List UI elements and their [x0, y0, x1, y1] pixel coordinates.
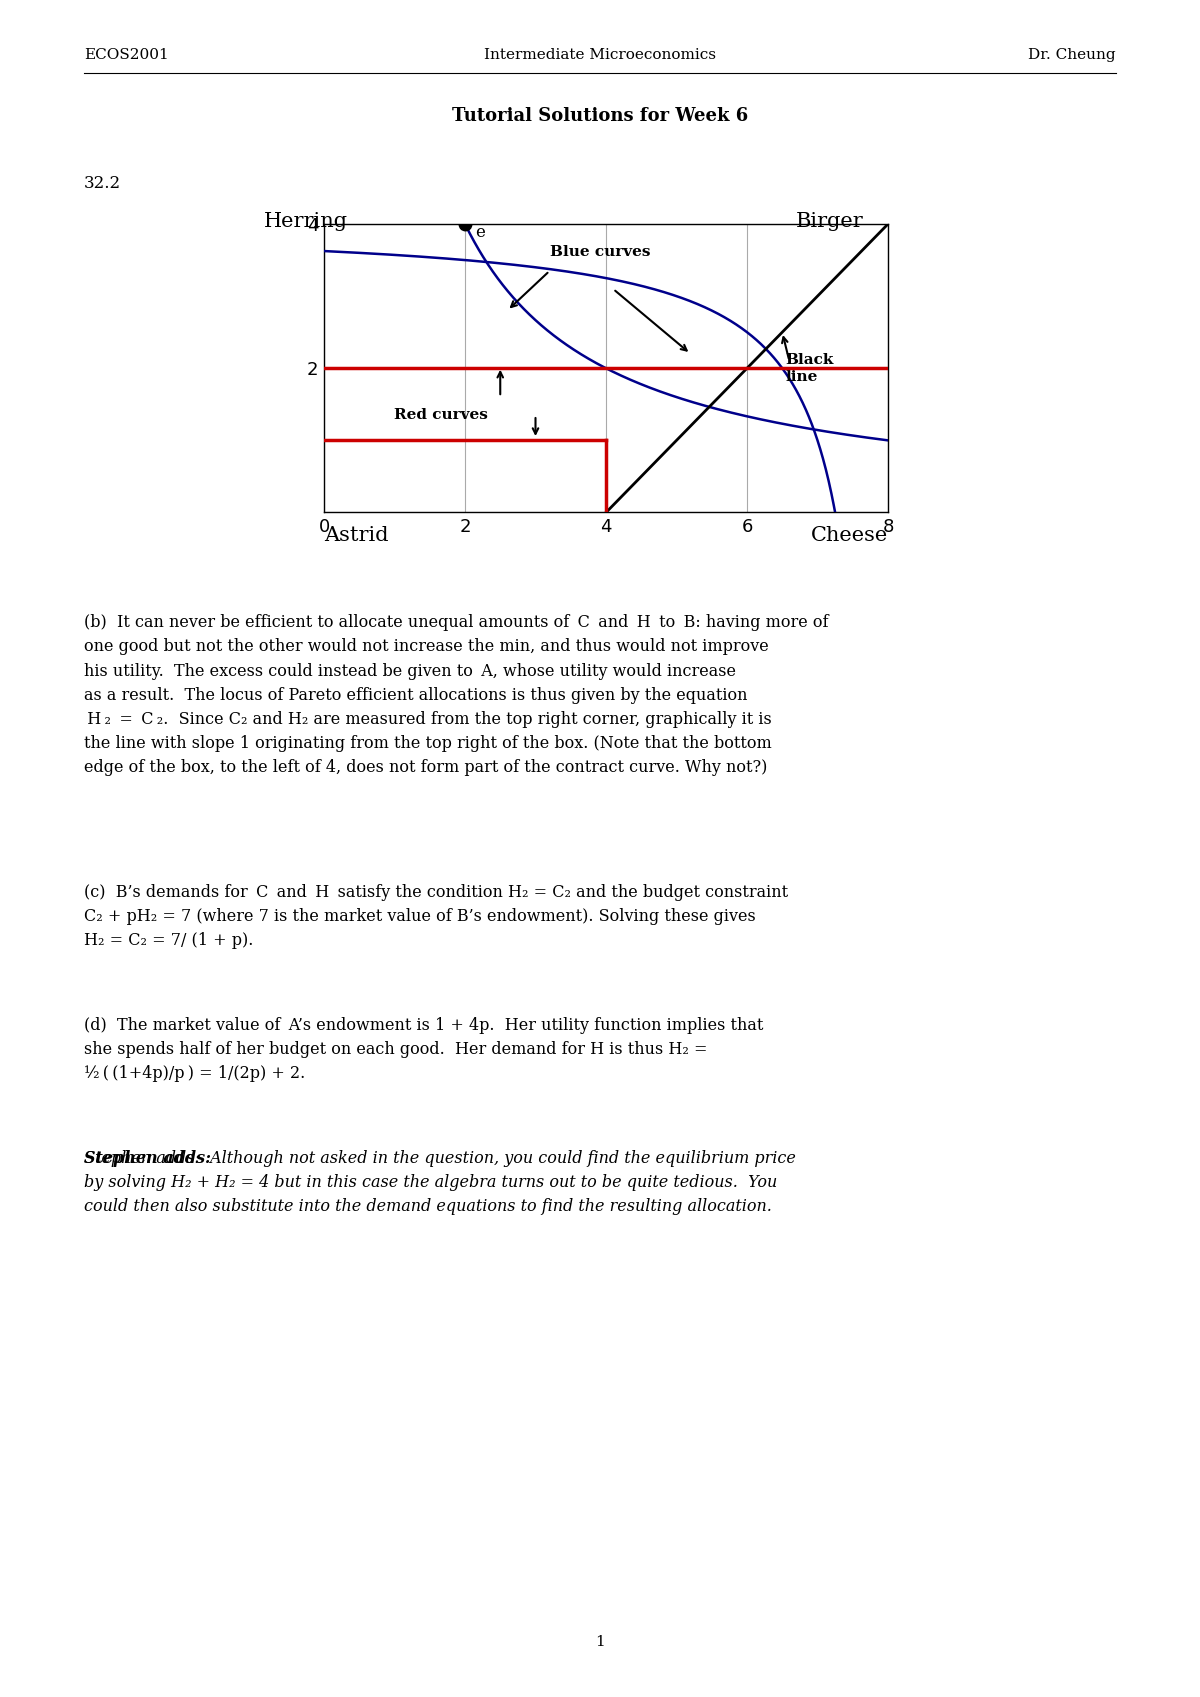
Text: Stephen adds:: Stephen adds: [84, 1151, 211, 1168]
Text: Blue curves: Blue curves [550, 246, 650, 260]
Text: Birger: Birger [797, 212, 864, 231]
Text: 32.2: 32.2 [84, 175, 121, 192]
Text: Dr. Cheung: Dr. Cheung [1028, 48, 1116, 61]
Text: ECOS2001: ECOS2001 [84, 48, 169, 61]
Text: (c)  B’s demands for  C  and  H  satisfy the condition H₂ = C₂ and the budget co: (c) B’s demands for C and H satisfy the … [84, 884, 788, 949]
Text: Intermediate Microeconomics: Intermediate Microeconomics [484, 48, 716, 61]
Text: (b)  It can never be efficient to allocate unequal amounts of  C  and  H  to  B:: (b) It can never be efficient to allocat… [84, 614, 828, 776]
Text: Stephen adds:  Although not asked in the question, you could find the equilibriu: Stephen adds: Although not asked in the … [84, 1151, 796, 1215]
Text: Red curves: Red curves [395, 407, 488, 423]
Text: Tutorial Solutions for Week 6: Tutorial Solutions for Week 6 [452, 107, 748, 126]
Text: Black
line: Black line [786, 353, 834, 384]
Text: e: e [475, 224, 486, 241]
Text: Astrid: Astrid [324, 526, 389, 545]
Text: Herring: Herring [264, 212, 348, 231]
Text: Cheese: Cheese [811, 526, 888, 545]
Text: 1: 1 [595, 1636, 605, 1649]
Text: (d)  The market value of  A’s endowment is 1 + 4p.  Her utility function implies: (d) The market value of A’s endowment is… [84, 1017, 763, 1083]
